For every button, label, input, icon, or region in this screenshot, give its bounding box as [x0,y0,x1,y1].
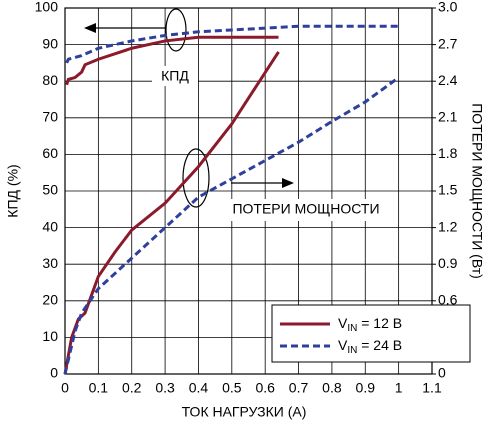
y2-tick-label: 0.6 [438,292,458,308]
y2-tick-label: 0 [438,365,446,381]
label-bg [152,66,198,86]
y-tick-label: 80 [42,72,58,88]
x-tick-label: 0 [61,380,69,396]
x-tick-label: 0.4 [189,380,209,396]
ellipse [165,8,187,52]
legend-text: = 12 В [357,315,402,331]
arrowhead [282,178,294,188]
y-tick-label: 10 [42,328,58,344]
x-tick-label: 0.1 [89,380,109,396]
x-tick-label: 0.2 [122,380,142,396]
y-tick-label: 20 [42,292,58,308]
y-tick-label: 30 [42,255,58,271]
y-tick-label: 40 [42,218,58,234]
y2-tick-label: 2.4 [438,72,458,88]
x-tick-label: 0.8 [322,380,342,396]
x-tick-label: 0.9 [356,380,376,396]
y2-tick-label: 1.2 [438,218,458,234]
y2-axis-label: ПОТЕРИ МОЩНОСТИ (Вт) [469,103,485,279]
plot-frame [64,7,433,375]
legend-label: VIN = 12 В [338,315,402,334]
y2-tick-label: 1.8 [438,145,458,161]
x-tick-label: 1 [395,380,403,396]
legend-subscript: IN [347,323,357,334]
legend-box [271,304,471,363]
legend-subscript: IN [347,345,357,356]
annotation: КПД [161,68,189,84]
legend-symbol: V [338,337,348,353]
label-bg [220,199,392,221]
legend-symbol: V [338,315,348,331]
y2-tick-label: 2.7 [438,35,458,51]
legend-text: = 24 В [357,337,402,353]
series-line [65,24,399,64]
x-tick-label: 0.5 [222,380,242,396]
y2-tick-label: 1.5 [438,182,458,198]
y-axis-label: КПД (%) [5,164,21,217]
series-line [63,51,280,375]
x-tick-label: 0.6 [255,380,275,396]
x-axis-label: ТОК НАГРУЗКИ (A) [182,404,307,420]
y2-tick-label: 2.1 [438,109,458,125]
x-tick-label: 0.7 [289,380,309,396]
series-line [65,35,279,86]
arrowhead [84,23,96,33]
y2-tick-label: 0.9 [438,255,458,271]
x-tick-label: 1.1 [422,380,442,396]
y-tick-label: 50 [42,182,58,198]
y-tick-label: 0 [50,365,58,381]
annotation: ПОТЕРИ МОЩНОСТИ [232,201,379,217]
ellipse [182,148,210,208]
legend-label: VIN = 24 В [338,337,402,356]
y2-tick-label: 3.0 [438,0,458,15]
x-tick-label: 0.3 [155,380,175,396]
annotations: КПД ПОТЕРИ МОЩНОСТИ [84,8,392,221]
y-tick-label: 60 [42,145,58,161]
y-tick-label: 70 [42,109,58,125]
y-tick-label: 100 [35,0,59,15]
y-tick-label: 90 [42,35,58,51]
